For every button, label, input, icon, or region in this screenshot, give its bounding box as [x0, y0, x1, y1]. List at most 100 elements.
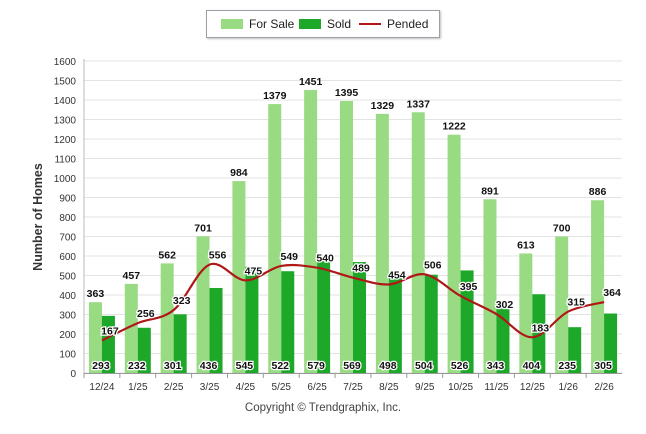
bar-sold [281, 271, 295, 373]
bar-sold [532, 294, 546, 373]
legend-item-sold: Sold [299, 11, 351, 37]
data-label-pended: 475 [245, 265, 263, 277]
data-label-pended: 489 [352, 263, 370, 275]
legend-swatch-for-sale [221, 18, 243, 29]
bar-sold [460, 270, 474, 373]
bar-sold [137, 327, 151, 373]
y-tick-label: 1000 [54, 174, 77, 185]
data-label-sold: 526 [451, 360, 469, 372]
y-tick-label: 600 [59, 252, 76, 263]
y-tick-label: 1600 [54, 57, 77, 68]
bar-for-sale [160, 263, 174, 373]
data-label-for-sale: 363 [87, 288, 105, 300]
bar-sold [568, 327, 582, 373]
x-tick-label: 10/25 [448, 382, 473, 393]
data-label-pended: 556 [209, 250, 227, 262]
data-label-sold: 436 [200, 360, 218, 372]
data-label-sold: 293 [92, 360, 110, 372]
legend-item-for-sale: For Sale [221, 11, 294, 37]
x-tick-label: 9/25 [415, 382, 435, 393]
x-tick-label: 12/25 [520, 382, 545, 393]
y-tick-label: 1100 [54, 155, 76, 166]
legend-label-sold: Sold [327, 17, 352, 31]
x-tick-label: 2/26 [594, 382, 614, 393]
x-tick-label: 1/26 [558, 382, 578, 393]
bar-sold [388, 275, 402, 373]
bar-for-sale [483, 199, 497, 373]
x-tick-label: 1/25 [128, 382, 148, 393]
data-label-sold: 235 [558, 360, 576, 372]
data-label-sold: 504 [415, 360, 433, 372]
y-tick-label: 900 [59, 194, 76, 205]
bar-for-sale [268, 104, 282, 373]
data-label-sold: 545 [236, 360, 254, 372]
y-tick-label: 1200 [54, 135, 77, 146]
data-label-for-sale: 613 [517, 239, 535, 251]
data-label-sold: 404 [523, 360, 541, 372]
y-tick-label: 300 [59, 311, 76, 322]
data-label-sold: 569 [343, 360, 361, 372]
data-label-pended: 315 [567, 297, 585, 309]
y-tick-label: 700 [59, 233, 76, 244]
legend-item-pended: Pended [359, 11, 428, 37]
line-pended [101, 262, 605, 342]
data-label-pended: 323 [173, 295, 191, 307]
y-tick-label: 500 [59, 272, 76, 283]
data-label-for-sale: 457 [123, 270, 141, 282]
y-tick-label: 1400 [54, 96, 77, 107]
bar-sold [424, 274, 438, 373]
bar-sold [317, 260, 331, 373]
data-label-for-sale: 886 [589, 186, 607, 198]
x-tick-label: 4/25 [236, 382, 256, 393]
data-label-for-sale: 1379 [263, 90, 287, 102]
data-label-sold: 343 [487, 360, 505, 372]
data-label-pended: 183 [532, 322, 550, 334]
data-label-sold: 232 [128, 360, 146, 372]
data-label-sold: 305 [594, 360, 612, 372]
x-tick-label: 5/25 [272, 382, 292, 393]
y-tick-label: 1500 [54, 77, 77, 88]
legend-swatch-sold [299, 18, 321, 29]
y-tick-label: 100 [59, 350, 76, 361]
data-label-pended: 364 [603, 287, 621, 299]
data-label-for-sale: 700 [553, 223, 571, 235]
bar-sold [101, 315, 115, 373]
y-tick-label: 800 [59, 213, 76, 224]
data-label-pended: 506 [424, 259, 442, 271]
data-label-for-sale: 1395 [335, 87, 359, 99]
y-tick-label: 1300 [54, 116, 77, 127]
bar-sold [209, 287, 223, 373]
y-tick-label: 200 [59, 330, 76, 341]
bar-for-sale [196, 236, 210, 373]
x-tick-label: 3/25 [200, 382, 220, 393]
x-tick-label: 7/25 [343, 382, 363, 393]
bar-sold [245, 266, 259, 373]
bar-for-sale [447, 134, 461, 373]
data-label-sold: 522 [272, 360, 290, 372]
data-label-for-sale: 984 [230, 167, 248, 179]
data-label-for-sale: 1337 [407, 98, 431, 110]
data-label-for-sale: 701 [194, 222, 212, 234]
bar-for-sale [591, 200, 605, 373]
legend-label-pended: Pended [387, 17, 429, 31]
data-label-pended: 540 [316, 253, 334, 265]
bar-for-sale [304, 90, 318, 374]
bar-for-sale [375, 113, 389, 373]
data-label-for-sale: 1451 [299, 76, 323, 88]
data-label-for-sale: 1222 [442, 121, 466, 133]
bar-for-sale [124, 283, 138, 373]
bar-for-sale [340, 100, 353, 373]
data-label-for-sale: 891 [481, 185, 499, 197]
data-label-pended: 167 [101, 325, 119, 337]
bar-for-sale [88, 302, 102, 373]
x-tick-label: 11/25 [484, 382, 509, 393]
data-label-pended: 395 [460, 281, 478, 293]
y-axis-title: Number of Homes [31, 163, 45, 271]
data-label-for-sale: 562 [158, 249, 176, 261]
data-label-for-sale: 1329 [371, 100, 395, 112]
bar-for-sale [232, 181, 246, 373]
data-label-pended: 302 [496, 299, 514, 311]
chart-legend: For Sale Sold Pended [206, 10, 440, 38]
bar-for-sale [519, 253, 533, 373]
